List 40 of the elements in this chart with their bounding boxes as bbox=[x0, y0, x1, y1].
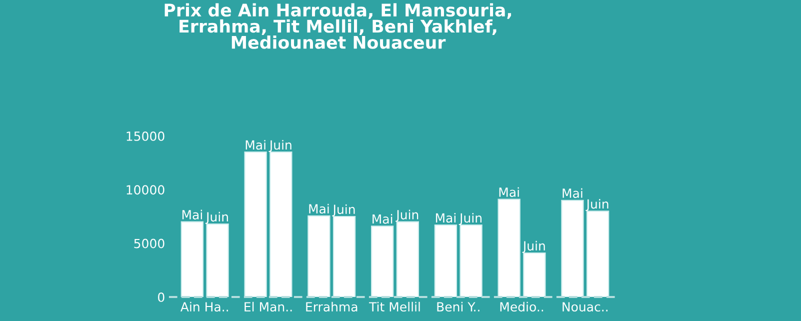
x-tick-label: Ain Ha.. bbox=[180, 302, 228, 312]
text: Juin bbox=[522, 240, 545, 253]
x-tick-label: Beni Y.. bbox=[437, 302, 480, 312]
series-label: Mai bbox=[246, 140, 266, 150]
text: Juin bbox=[332, 204, 355, 216]
bar bbox=[460, 224, 482, 297]
text: Juin bbox=[586, 199, 608, 212]
bar bbox=[180, 221, 204, 297]
x-tick-label: Nouac.. bbox=[562, 302, 608, 312]
bar bbox=[244, 152, 267, 297]
x-tick-label: Tit Mellil bbox=[368, 302, 420, 312]
text: Mai bbox=[182, 210, 202, 220]
bar bbox=[308, 215, 330, 297]
text: Mai bbox=[562, 188, 582, 198]
text: Mai bbox=[309, 204, 329, 214]
bar bbox=[523, 252, 546, 297]
y-tick-label: 5000 bbox=[134, 238, 164, 248]
text: Juin bbox=[205, 212, 228, 224]
y-tick-label: 10000 bbox=[126, 185, 164, 195]
x-tick-label: El Man.. bbox=[244, 302, 292, 312]
bar bbox=[332, 216, 356, 297]
text: Juin bbox=[458, 212, 482, 225]
bar bbox=[434, 224, 458, 297]
bar bbox=[586, 210, 610, 297]
bar bbox=[561, 200, 584, 297]
text: Mai bbox=[372, 214, 392, 224]
series-label: Juin bbox=[396, 210, 418, 222]
bar bbox=[370, 226, 394, 297]
bar bbox=[396, 221, 420, 297]
chart-title: Prix de Ain Harrouda, El Mansouria, Errahma, Tit Mellil, Beni Yakhlef, Mediounaet Nouaceur bbox=[164, 3, 512, 49]
bar bbox=[498, 198, 520, 297]
text: Juin bbox=[268, 140, 292, 152]
y-tick-label: 15000 bbox=[126, 131, 164, 141]
x-tick-label: Errahma bbox=[306, 302, 358, 312]
y-tick-label: 0 bbox=[158, 292, 164, 302]
bar bbox=[270, 152, 292, 297]
text: Mai bbox=[499, 187, 519, 197]
bar bbox=[206, 223, 229, 297]
text: Mai bbox=[436, 212, 456, 223]
x-tick-label: Medio.. bbox=[500, 302, 544, 312]
